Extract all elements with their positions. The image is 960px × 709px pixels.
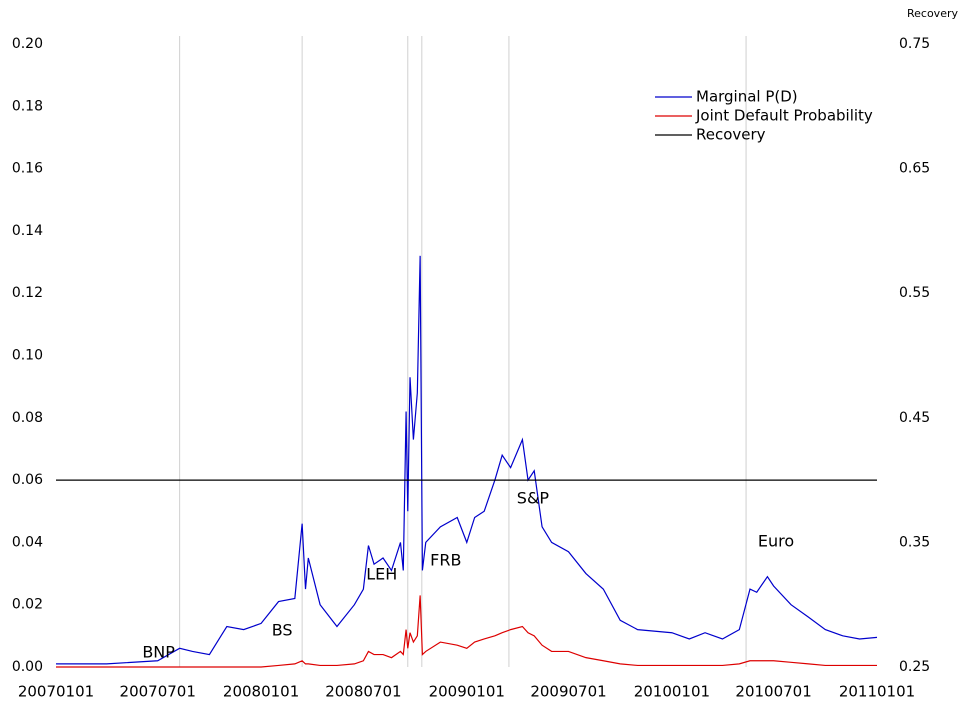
- y-tick-label: 0.00: [12, 659, 43, 675]
- y-tick-label: 0.20: [12, 36, 43, 52]
- y-tick-label: 0.10: [12, 348, 43, 364]
- legend-label: Marginal P(D): [696, 88, 798, 106]
- y-tick-label: 0.16: [12, 161, 43, 177]
- series-line: [56, 255, 878, 665]
- x-tick-label: 20100701: [735, 683, 811, 701]
- y-tick-label: 0.06: [12, 472, 43, 488]
- series-line: [56, 595, 877, 668]
- y-tick-label: 0.14: [12, 223, 43, 239]
- y2-tick-label: 0.55: [899, 285, 930, 301]
- y2-tick-label: 0.75: [899, 36, 930, 52]
- event-label: BNP: [142, 643, 175, 662]
- legend-label: Joint Default Probability: [695, 107, 873, 125]
- x-tick-label: 20070701: [120, 683, 196, 701]
- y2-axis-label: Recovery: [907, 7, 958, 20]
- event-label: FRB: [430, 551, 461, 570]
- y2-tick-label: 0.45: [899, 410, 930, 426]
- y-tick-label: 0.08: [12, 410, 43, 426]
- x-tick-label: 20070101: [18, 683, 94, 701]
- y2-tick-label: 0.25: [899, 659, 930, 675]
- event-label: BS: [272, 621, 293, 640]
- y-tick-label: 0.02: [12, 597, 43, 613]
- x-tick-label: 20080101: [223, 683, 299, 701]
- legend-label: Recovery: [696, 126, 766, 144]
- x-tick-label: 20100101: [634, 683, 710, 701]
- y-tick-label: 0.04: [12, 534, 43, 550]
- x-tick-label: 20080701: [325, 683, 401, 701]
- y2-tick-label: 0.65: [899, 161, 930, 177]
- x-tick-label: 20090101: [429, 683, 505, 701]
- event-label: LEH: [366, 565, 397, 584]
- y-tick-label: 0.18: [12, 98, 43, 114]
- x-tick-label: 20090701: [530, 683, 606, 701]
- event-label: S&P: [517, 489, 550, 508]
- y-tick-label: 0.12: [12, 285, 43, 301]
- x-tick-label: 20110101: [839, 683, 915, 701]
- event-label: Euro: [758, 532, 794, 551]
- y2-tick-label: 0.35: [899, 534, 930, 550]
